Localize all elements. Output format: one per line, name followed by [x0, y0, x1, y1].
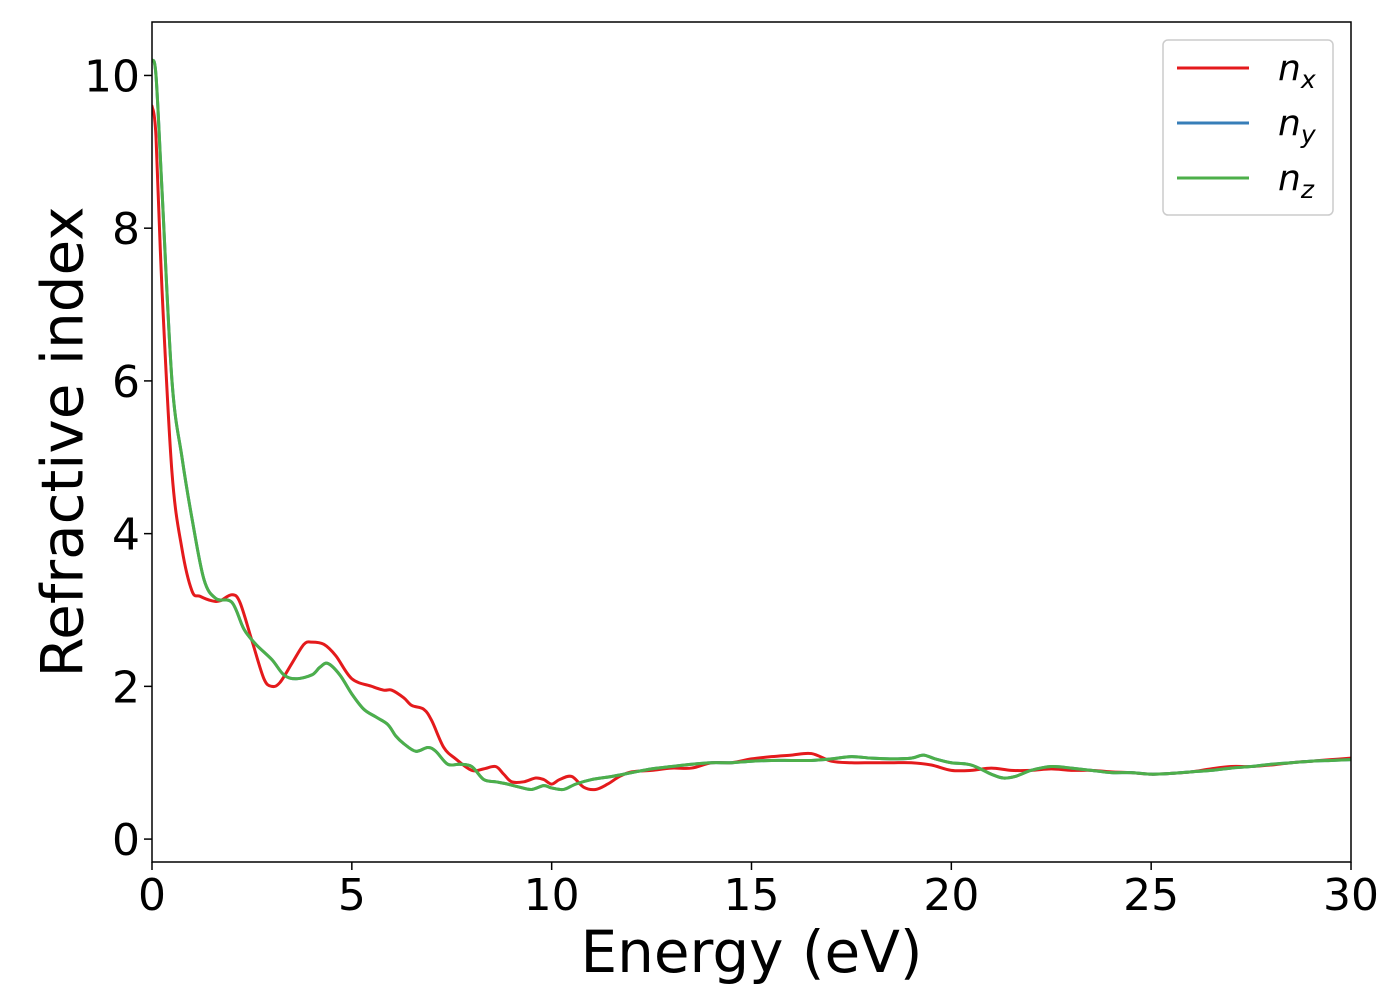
series-line-nx [152, 104, 1351, 792]
legend-label-nx: nx [1278, 48, 1316, 94]
legend-box [1162, 39, 1334, 216]
y-tick-label: 4 [112, 510, 140, 561]
series-line-nz [152, 58, 1351, 792]
legend-label-ny: ny [1278, 103, 1317, 149]
x-tick-label: 25 [1123, 870, 1179, 921]
ticks-layer: 0 5 10 15 20 25 30 0 2 4 6 8 10 [84, 51, 1379, 921]
x-tick-label: 10 [524, 870, 580, 921]
y-tick-label: 6 [112, 357, 140, 408]
series-layer [152, 58, 1351, 792]
y-tick-label: 8 [112, 204, 140, 255]
x-tick-label: 0 [138, 870, 166, 921]
y-tick-label: 10 [84, 51, 140, 102]
y-axis-label: Refractive index [28, 206, 96, 677]
x-tick-label: 30 [1323, 870, 1379, 921]
x-tick-label: 20 [923, 870, 979, 921]
x-tick-label: 15 [724, 870, 780, 921]
y-tick-label: 0 [112, 815, 140, 866]
y-tick-label: 2 [112, 662, 140, 713]
legend: nx ny nz [1162, 39, 1334, 216]
legend-label-nz: nz [1278, 158, 1315, 204]
x-axis-label: Energy (eV) [580, 918, 922, 986]
x-tick-label: 5 [338, 870, 366, 921]
